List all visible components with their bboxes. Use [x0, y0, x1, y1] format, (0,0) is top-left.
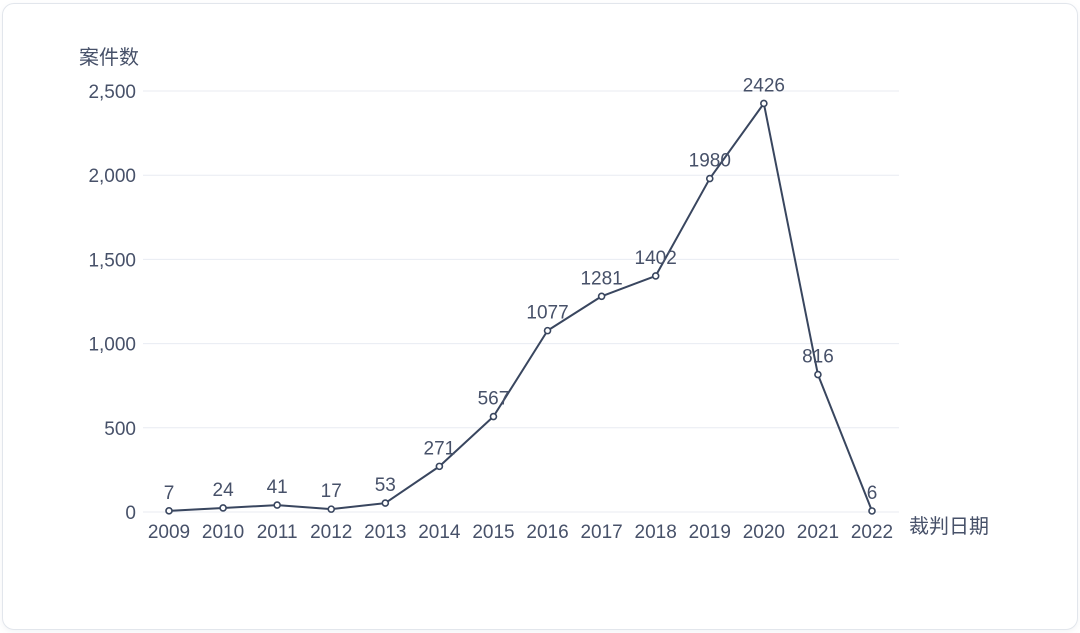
- x-tick-label: 2021: [797, 522, 839, 543]
- point-value-label: 6: [867, 483, 878, 504]
- y-tick-label: 1,000: [88, 335, 136, 356]
- data-point-marker[interactable]: [543, 326, 552, 335]
- point-value-label: 271: [424, 438, 456, 459]
- point-value-label: 2426: [743, 75, 785, 96]
- data-point-marker[interactable]: [705, 174, 714, 183]
- y-tick-label: 2,500: [88, 82, 136, 103]
- x-tick-label: 2014: [418, 522, 461, 543]
- data-point-marker[interactable]: [760, 99, 768, 108]
- y-tick-label: 500: [104, 419, 136, 440]
- series-line: [168, 102, 873, 512]
- cases-by-year-line-chart: 0 500 1,000 1,500 2,000 2,500 2009 2010 2011 2012…: [88, 75, 899, 543]
- data-point-marker[interactable]: [651, 272, 660, 280]
- data-point-marker[interactable]: [219, 504, 227, 512]
- x-tick-label: 2017: [580, 522, 622, 543]
- x-tick-label: 2012: [310, 522, 352, 543]
- point-value-label: 1980: [689, 151, 731, 172]
- point-value-label: 1402: [635, 248, 677, 269]
- point-value-label: 41: [267, 477, 288, 498]
- x-tick-label: 2016: [526, 522, 568, 543]
- data-point-marker[interactable]: [273, 501, 281, 509]
- x-tick-label: 2011: [257, 522, 298, 543]
- x-tick-label: 2020: [743, 522, 785, 543]
- x-tick-label: 2009: [148, 522, 190, 543]
- y-tick-label: 1,500: [88, 250, 136, 271]
- point-value-label: 1077: [526, 303, 568, 324]
- y-axis-title: 案件数: [79, 47, 139, 69]
- y-tick-label: 0: [125, 503, 136, 524]
- point-value-label: 53: [375, 475, 396, 496]
- data-point-marker[interactable]: [327, 505, 336, 513]
- x-tick-label: 2010: [202, 522, 244, 543]
- point-value-label: 17: [321, 481, 342, 502]
- data-point-marker[interactable]: [868, 507, 876, 515]
- point-value-label: 1281: [580, 268, 622, 289]
- y-tick-label: 2,000: [88, 166, 136, 187]
- point-value-label: 7: [164, 483, 175, 504]
- point-value-label: 24: [213, 480, 235, 501]
- x-axis-title: 裁判日期: [909, 516, 989, 538]
- data-point-marker[interactable]: [435, 462, 444, 471]
- data-point-marker[interactable]: [597, 292, 606, 301]
- x-tick-label: 2022: [851, 522, 893, 543]
- data-point-marker[interactable]: [814, 370, 822, 379]
- data-point-marker[interactable]: [165, 507, 173, 515]
- x-tick-label: 2013: [364, 522, 406, 543]
- x-tick-label: 2018: [635, 522, 677, 543]
- point-value-label: 567: [478, 389, 510, 410]
- chart-card: 案件数 裁判日期 0 500 1,000 1,500 2,000 2,500 2009 201…: [2, 3, 1078, 630]
- data-point-marker[interactable]: [489, 412, 498, 421]
- x-tick-label: 2015: [472, 522, 514, 543]
- point-value-label: 816: [802, 347, 834, 368]
- data-point-marker[interactable]: [381, 499, 390, 507]
- x-tick-label: 2019: [689, 522, 731, 543]
